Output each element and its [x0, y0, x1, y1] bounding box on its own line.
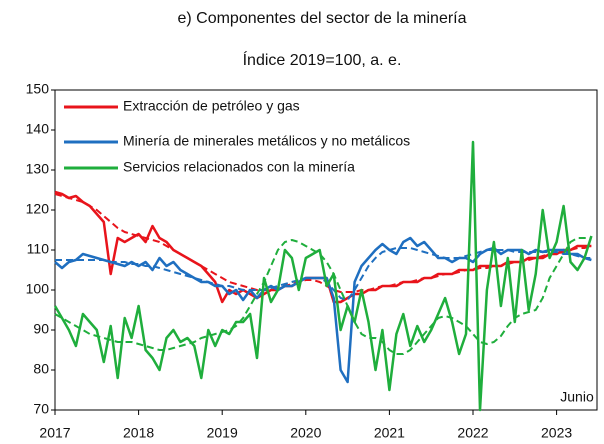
y-tick-label: 130 [26, 161, 50, 177]
x-tick-label: 2018 [123, 425, 154, 441]
chart-title: e) Componentes del sector de la minería [177, 10, 466, 27]
x-tick-label: 2020 [290, 425, 321, 441]
x-tick-label: 2017 [39, 425, 70, 441]
trend-line [54, 237, 592, 355]
x-tick-label: 2021 [374, 425, 405, 441]
chart-subtitle: Índice 2019=100, a. e. [243, 50, 402, 69]
y-tick-label: 120 [26, 201, 50, 217]
y-tick-label: 80 [33, 361, 49, 377]
trend-line [54, 193, 592, 293]
legend-bg [120, 98, 333, 116]
x-tick-label: 2023 [541, 425, 572, 441]
series-line [53, 140, 593, 412]
y-tick-label: 90 [33, 321, 49, 337]
legend-label: Extracción de petróleo y gas [123, 98, 300, 114]
legend-label: Minería de minerales metálicos y no metá… [123, 133, 410, 149]
y-tick-label: 100 [26, 281, 50, 297]
series-line [54, 236, 592, 384]
legend-label: Servicios relacionados con la minería [123, 159, 355, 175]
legend-bg [120, 133, 462, 151]
trend-line [55, 247, 592, 301]
x-tick-label: 2022 [457, 425, 488, 441]
legend-bg [120, 159, 402, 177]
annotation: Junio [560, 389, 594, 405]
y-tick-label: 110 [27, 241, 50, 257]
y-tick-label: 150 [26, 81, 50, 97]
x-tick-label: 2019 [207, 425, 238, 441]
y-tick-label: 70 [33, 401, 49, 417]
y-tick-label: 140 [26, 121, 50, 137]
